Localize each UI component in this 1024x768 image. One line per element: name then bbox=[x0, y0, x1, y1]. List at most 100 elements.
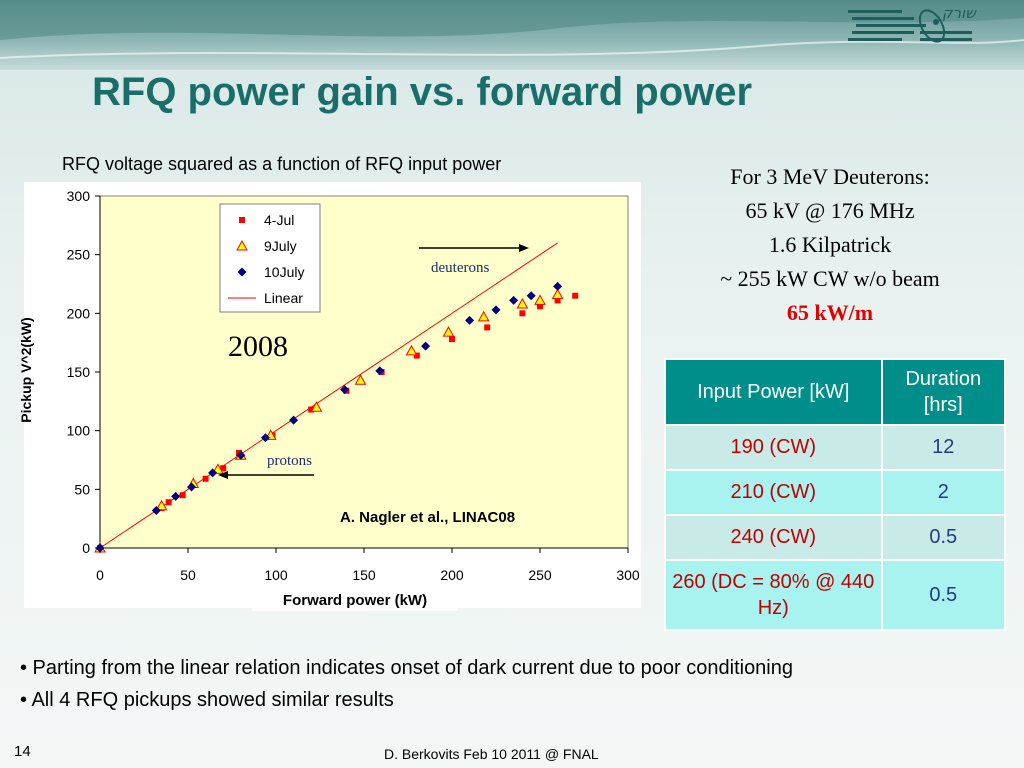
deuteron-info: For 3 MeV Deuterons: 65 kV @ 176 MHz 1.6… bbox=[660, 160, 1000, 330]
organization-logo bbox=[848, 9, 972, 43]
logo-text: שורק bbox=[942, 4, 976, 22]
data-point-10july bbox=[526, 291, 536, 301]
data-point-10july bbox=[289, 415, 299, 425]
data-point-10july bbox=[375, 366, 385, 376]
citation: A. Nagler et al., LINAC08 bbox=[340, 509, 516, 526]
footer-credit: D. Berkovits Feb 10 2011 @ FNAL bbox=[384, 746, 599, 762]
table-row: 190 (CW) 12 bbox=[664, 424, 1007, 471]
protons-annotation: protons bbox=[267, 453, 312, 469]
data-point-4-jul bbox=[449, 336, 455, 343]
legend-marker bbox=[239, 217, 245, 223]
page-number: 14 bbox=[14, 743, 31, 760]
year-annotation: 2008 bbox=[228, 330, 288, 363]
data-point-10july bbox=[509, 295, 519, 305]
data-point-10july bbox=[171, 491, 181, 501]
data-point-4-jul bbox=[519, 310, 526, 317]
table-cell: 260 (DC = 80% @ 440 Hz) bbox=[664, 559, 883, 631]
data-point-4-jul bbox=[308, 406, 315, 413]
x-axis-label: Forward power (kW) bbox=[252, 590, 458, 611]
table-cell: 12 bbox=[880, 424, 1007, 471]
x-tick-label: 300 bbox=[616, 567, 640, 583]
data-point-4-jul bbox=[220, 465, 227, 472]
legend-label: 4-Jul bbox=[264, 212, 294, 228]
x-tick-label: 200 bbox=[440, 567, 464, 583]
info-line-4: ~ 255 kW CW w/o beam bbox=[720, 266, 940, 291]
data-point-4-jul bbox=[413, 352, 420, 359]
y-tick-label: 0 bbox=[82, 540, 90, 556]
data-point-4-jul bbox=[554, 297, 561, 304]
legend-label: Linear bbox=[264, 290, 303, 306]
data-point-10july bbox=[421, 341, 431, 351]
data-point-9july bbox=[310, 401, 323, 412]
data-point-4-jul bbox=[537, 303, 543, 310]
data-point-10july bbox=[260, 433, 270, 443]
data-point-10july bbox=[340, 385, 350, 395]
bullet-item: • All 4 RFQ pickups showed similar resul… bbox=[20, 689, 394, 711]
scatter-chart: 0 50 100 150 200 250 300 0 50 100 150 200 250 300 4-Ju… bbox=[67, 188, 640, 583]
legend-marker bbox=[236, 239, 248, 251]
x-tick-label: 50 bbox=[180, 567, 196, 583]
y-tick-label: 50 bbox=[74, 481, 90, 497]
data-point-9july bbox=[442, 326, 455, 337]
power-duration-table: Input Power [kW] Duration [hrs] 190 (CW)… bbox=[664, 358, 1007, 631]
data-point-10july bbox=[236, 450, 246, 460]
data-point-10july bbox=[187, 482, 197, 492]
header-wave bbox=[0, 0, 1024, 59]
x-tick-label: 0 bbox=[96, 567, 104, 583]
slide-title: RFQ power gain vs. forward power bbox=[92, 70, 753, 114]
data-point-4-jul bbox=[165, 499, 172, 506]
data-point-10july bbox=[465, 315, 475, 325]
bullet-item: • Parting from the linear relation indic… bbox=[20, 657, 793, 679]
data-point-10july bbox=[208, 468, 218, 478]
y-tick-label: 100 bbox=[67, 423, 91, 439]
table-cell: 210 (CW) bbox=[664, 469, 883, 516]
table-cell: 0.5 bbox=[880, 559, 1007, 631]
x-tick-label: 100 bbox=[264, 567, 288, 583]
table-cell: 240 (CW) bbox=[664, 514, 883, 561]
table-row: 210 (CW) 2 bbox=[664, 469, 1007, 516]
data-point-4-jul bbox=[484, 324, 491, 331]
data-point-9july bbox=[534, 294, 546, 305]
x-tick-label: 250 bbox=[528, 567, 552, 583]
data-point-4-jul bbox=[179, 492, 186, 499]
table-row: 260 (DC = 80% @ 440 Hz) 0.5 bbox=[664, 559, 1007, 631]
data-point-9july bbox=[551, 288, 564, 300]
chart-panel: 0 50 100 150 200 250 300 0 50 100 150 200 250 300 4-Ju… bbox=[24, 182, 641, 608]
info-line-3: 1.6 Kilpatrick bbox=[768, 232, 892, 257]
y-tick-label: 200 bbox=[67, 305, 91, 321]
data-point-9july bbox=[354, 374, 367, 385]
table-cell: 0.5 bbox=[880, 514, 1007, 561]
table-cell: 2 bbox=[880, 469, 1007, 516]
info-line-5: 65 kW/m bbox=[786, 300, 874, 325]
info-line-1: For 3 MeV Deuterons: bbox=[730, 164, 930, 189]
legend-marker bbox=[237, 267, 247, 277]
info-line-2: 65 kV @ 176 MHz bbox=[745, 198, 915, 223]
chart-caption: RFQ voltage squared as a function of RFQ… bbox=[62, 154, 502, 174]
table-header: Input Power [kW] bbox=[664, 358, 883, 426]
data-point-4-jul bbox=[202, 475, 209, 482]
deuterons-annotation: deuterons bbox=[431, 260, 490, 276]
y-tick-label: 300 bbox=[67, 188, 91, 204]
y-axis-label: Pickup V^2(kW) bbox=[18, 317, 34, 423]
data-point-10july bbox=[151, 505, 161, 515]
data-point-9july bbox=[405, 344, 418, 356]
data-point-9july bbox=[477, 310, 490, 322]
data-point-10july bbox=[95, 543, 105, 553]
data-point-9july bbox=[212, 463, 224, 474]
legend-label: 9July bbox=[264, 238, 297, 254]
deuterons-arrowhead bbox=[519, 244, 529, 252]
table-header-row: Input Power [kW] Duration [hrs] bbox=[664, 358, 1007, 426]
protons-arrowhead bbox=[218, 471, 228, 479]
y-tick-label: 150 bbox=[67, 364, 91, 380]
x-tick-label: 150 bbox=[352, 567, 376, 583]
table-row: 240 (CW) 0.5 bbox=[664, 514, 1007, 561]
data-point-10july bbox=[553, 281, 563, 291]
legend-label: 10July bbox=[264, 264, 304, 280]
table-cell: 190 (CW) bbox=[664, 424, 883, 471]
data-point-9july bbox=[516, 297, 529, 309]
bullet-list: • Parting from the linear relation indic… bbox=[20, 652, 793, 716]
table-header: Duration [hrs] bbox=[880, 358, 1007, 426]
y-tick-label: 250 bbox=[67, 247, 91, 263]
data-point-9july bbox=[155, 499, 168, 511]
legend-box bbox=[219, 203, 321, 313]
